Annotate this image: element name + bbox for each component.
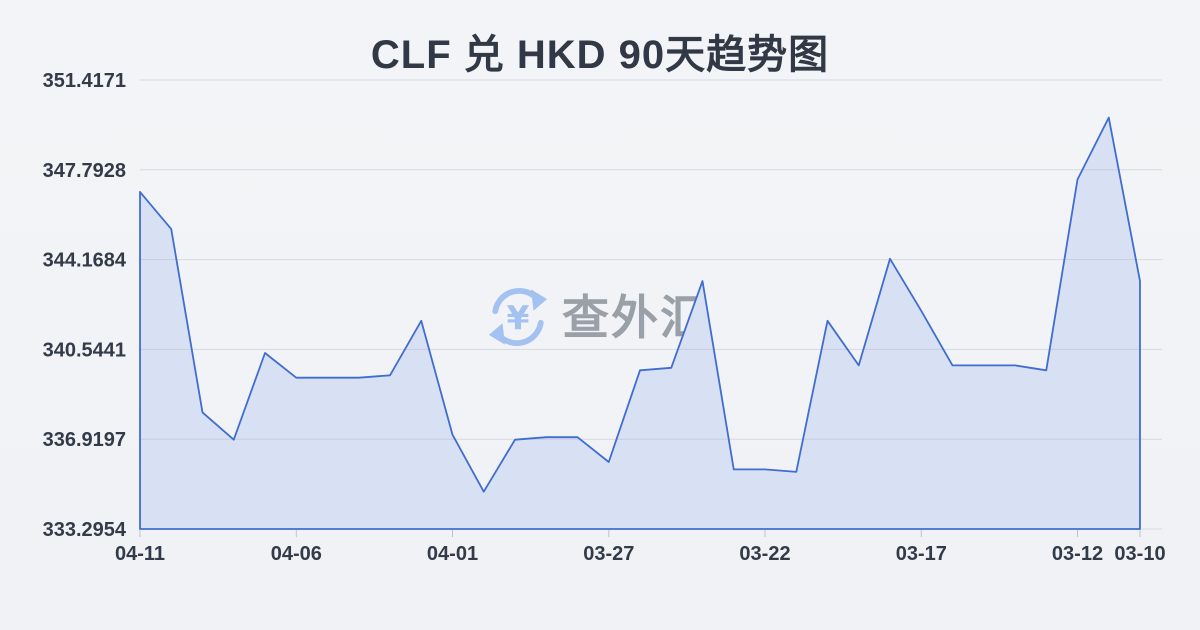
- x-axis-tick-label: 03-17: [896, 543, 947, 565]
- y-axis-tick-label: 340.5441: [43, 339, 126, 361]
- trend-line: [139, 116, 1141, 530]
- x-axis-tick-label: 04-06: [271, 543, 322, 565]
- chart-title: CLF 兑 HKD 90天趋势图: [370, 33, 830, 77]
- x-axis-tick-label: 03-10: [1114, 543, 1165, 565]
- y-axis-tick-label: 351.4171: [43, 70, 126, 92]
- y-axis-tick-label: 344.1684: [43, 250, 127, 272]
- x-axis-tick-label: 04-11: [115, 543, 165, 565]
- area-fill: [140, 117, 1140, 529]
- x-axis-tick-label: 03-22: [739, 543, 790, 565]
- x-axis-ticks: [139, 530, 1141, 537]
- y-axis-tick-label: 347.7928: [43, 160, 126, 182]
- y-axis-tick-label: 333.2954: [43, 519, 127, 541]
- x-axis-tick-label: 03-27: [583, 543, 634, 565]
- x-axis-tick-label: 04-01: [427, 543, 478, 565]
- y-axis-labels: 351.4171 347.7928 344.1684 340.5441 336.9197…: [43, 70, 127, 541]
- x-axis-tick-label: 03-12: [1052, 543, 1103, 565]
- y-axis-tick-label: 336.9197: [43, 429, 126, 451]
- x-axis-labels: 04-11 04-06 04-01 03-27 03-22 03-17 03-12 03-10: [115, 543, 1166, 565]
